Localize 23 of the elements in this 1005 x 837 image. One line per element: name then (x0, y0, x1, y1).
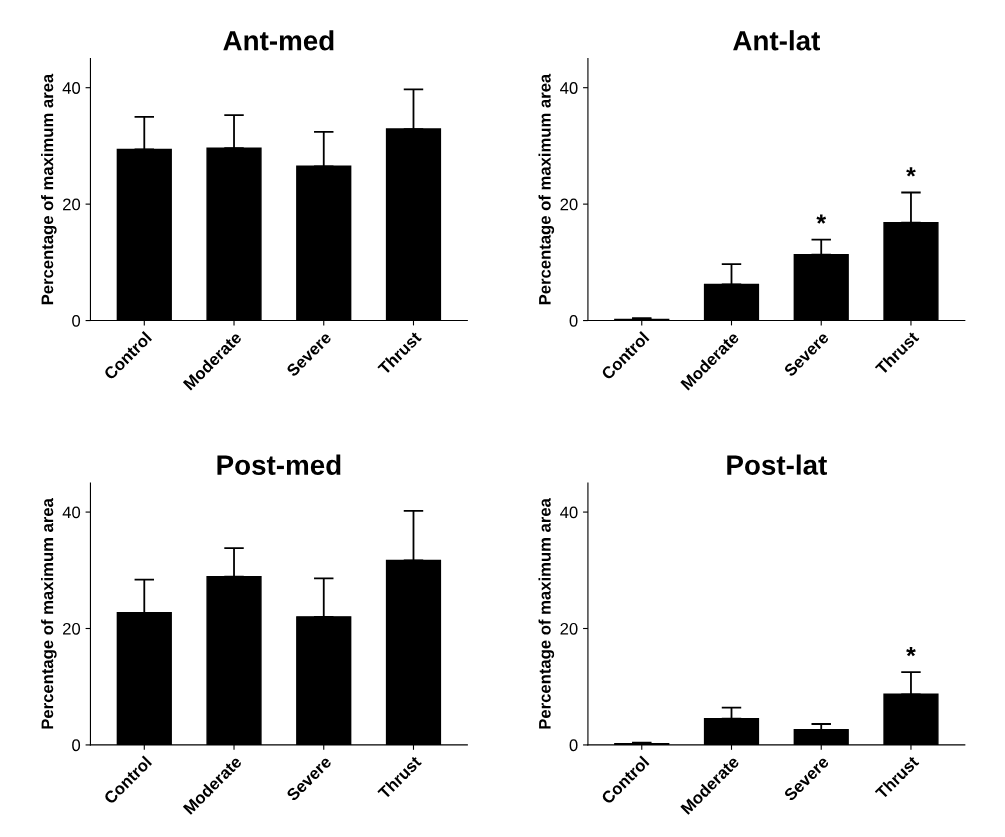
y-axis-title: Percentage of maximum area (41, 73, 57, 305)
y-tick-label: 40 (560, 506, 578, 519)
y-tick-label: 40 (62, 82, 81, 94)
annotation: * (906, 167, 916, 177)
y-tick-label: 0 (72, 314, 81, 327)
chart-title: Post-med (217, 454, 341, 475)
y-tick-label: 40 (62, 506, 81, 519)
y-axis-title: Percentage of maximum area (538, 498, 555, 729)
y-axis-title: Percentage of maximum area (41, 498, 57, 729)
chart-title: Ant-lat (733, 30, 820, 51)
y-tick-label: 0 (72, 739, 81, 752)
y-tick-label: 40 (560, 82, 578, 94)
chart-title: Post-lat (727, 454, 827, 475)
y-tick-label: 20 (560, 198, 578, 211)
annotation: * (906, 647, 916, 657)
y-axis-title: Percentage of maximum area (538, 73, 555, 305)
y-tick-label: 0 (569, 739, 578, 752)
chart-title: Ant-med (223, 30, 334, 51)
y-tick-label: 20 (63, 198, 81, 211)
y-tick-label: 0 (569, 314, 578, 327)
y-tick-label: 20 (560, 622, 578, 635)
y-tick-label: 20 (63, 622, 81, 635)
annotation: * (816, 214, 827, 224)
